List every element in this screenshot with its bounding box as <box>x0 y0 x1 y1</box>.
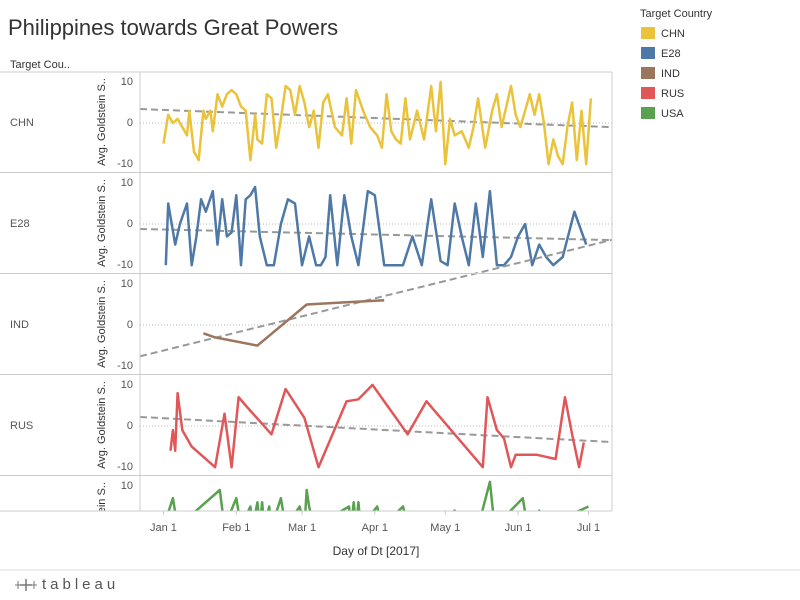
row-label: CHN <box>10 117 34 129</box>
trend-line <box>140 415 612 444</box>
x-axis-title: Day of Dt [2017] <box>333 544 420 558</box>
x-tick-label: Jan 1 <box>150 522 177 534</box>
chart-title: Philippines towards Great Powers <box>8 15 338 40</box>
y-tick-label: 0 <box>127 420 133 432</box>
legend-swatch <box>641 107 655 119</box>
trend-line <box>140 227 612 242</box>
row-label: RUS <box>10 420 33 432</box>
row-label: E28 <box>10 218 30 230</box>
series-line <box>202 299 385 347</box>
trend-line <box>140 238 612 358</box>
y-tick-label: -10 <box>117 360 133 372</box>
x-tick-label: Jul 1 <box>577 522 600 534</box>
y-tick-label: -10 <box>117 562 133 574</box>
y-tick-label: 10 <box>121 379 133 391</box>
series-line <box>167 480 590 511</box>
y-tick-label: 0 <box>127 218 133 230</box>
row-labels: CHN Avg. Goldstein S.. -10 0 10 E28 Avg. Golds… <box>10 76 133 574</box>
x-tick-label: Feb 1 <box>222 522 250 534</box>
y-axis-title: Avg. Goldstein S.. <box>96 179 108 267</box>
legend-label: RUS <box>661 88 684 100</box>
legend-label: CHN <box>661 28 685 40</box>
y-tick-label: 10 <box>121 177 133 189</box>
legend-swatch <box>641 67 655 79</box>
y-tick-label: 0 <box>127 521 133 533</box>
y-tick-label: -10 <box>117 158 133 170</box>
x-tick-label: May 1 <box>430 522 460 534</box>
y-tick-label: 0 <box>127 117 133 129</box>
legend-label: E28 <box>661 48 681 60</box>
y-tick-label: 10 <box>121 278 133 290</box>
logo-icon <box>15 579 37 591</box>
y-tick-label: 10 <box>121 76 133 88</box>
series-line <box>162 80 593 166</box>
x-tick-label: Apr 1 <box>362 522 388 534</box>
y-axis-title: Avg. Goldstein S.. <box>96 381 108 469</box>
y-axis-title: Avg. Goldstein S.. <box>96 280 108 368</box>
plot-area <box>140 80 612 511</box>
y-tick-label: 10 <box>121 480 133 492</box>
legend-swatch <box>641 87 655 99</box>
y-tick-label: -10 <box>117 461 133 473</box>
footer-logo: tableau <box>42 576 119 593</box>
legend-label: IND <box>661 68 680 80</box>
row-header: Target Cou.. <box>10 59 70 71</box>
y-axis-title: Avg. Goldstein S.. <box>96 482 108 570</box>
legend-label: USA <box>661 108 684 120</box>
x-tick-label: Mar 1 <box>288 522 316 534</box>
series-line <box>164 185 588 267</box>
y-axis-title: Avg. Goldstein S.. <box>96 78 108 166</box>
legend-title: Target Country <box>640 8 713 20</box>
legend-swatch <box>641 47 655 59</box>
y-tick-label: 0 <box>127 319 133 331</box>
trend-line <box>140 108 612 129</box>
legend-swatch <box>641 27 655 39</box>
row-label: USA <box>10 521 33 533</box>
y-tick-label: -10 <box>117 259 133 271</box>
row-label: IND <box>10 319 29 331</box>
x-tick-label: Jun 1 <box>505 522 532 534</box>
series-line <box>169 383 586 469</box>
